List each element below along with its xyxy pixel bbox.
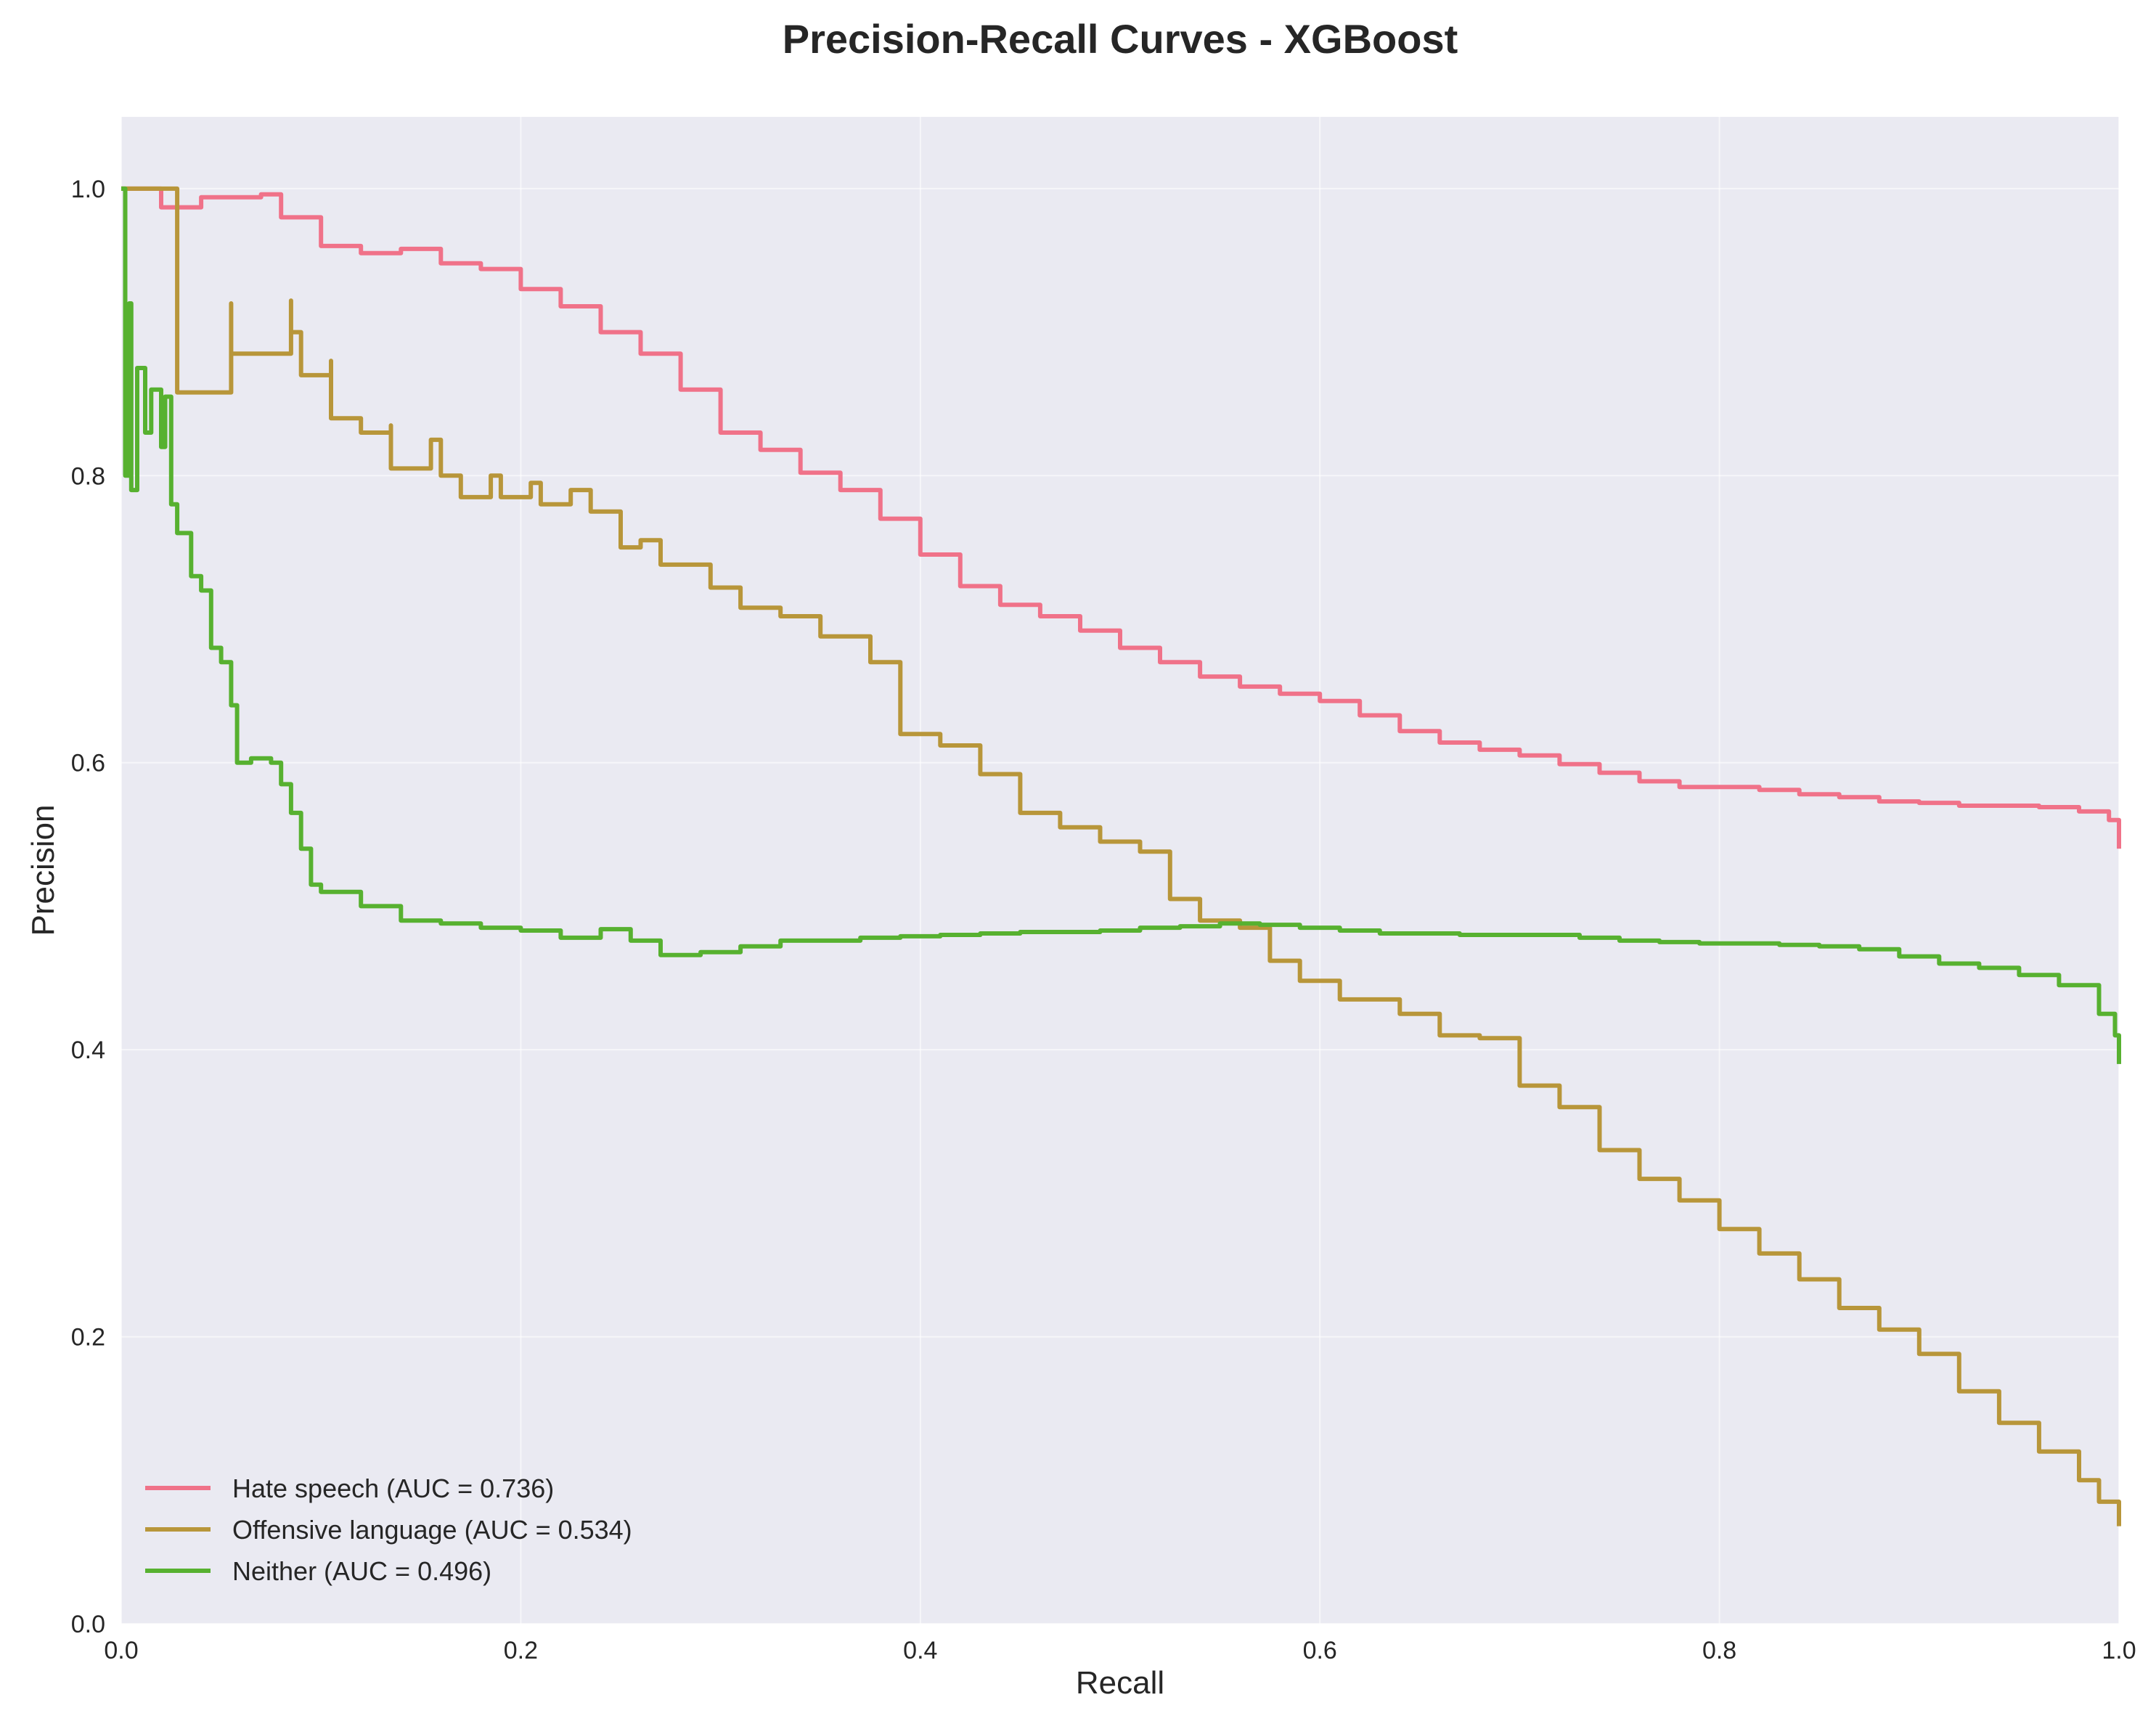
series-line-0 xyxy=(121,186,2121,849)
y-tick-labels: 0.0 0.2 0.4 0.6 0.8 1.0 xyxy=(71,176,105,1638)
legend-label: Hate speech (AUC = 0.736) xyxy=(232,1473,554,1503)
y-tick-label: 0.4 xyxy=(71,1037,105,1064)
x-axis-label: Recall xyxy=(1076,1665,1164,1701)
series-line-2 xyxy=(121,186,2121,1064)
x-tick-label: 0.0 xyxy=(104,1637,138,1664)
plot-area xyxy=(121,117,2119,1624)
chart-title: Precision-Recall Curves - XGBoost xyxy=(783,16,1458,62)
series-line-1 xyxy=(121,186,2121,1526)
y-tick-label: 1.0 xyxy=(71,176,105,203)
x-tick-label: 0.2 xyxy=(504,1637,538,1664)
y-tick-label: 0.8 xyxy=(71,462,105,490)
x-tick-label: 0.8 xyxy=(1702,1637,1736,1664)
curve-layer xyxy=(121,186,2121,1526)
y-axis-label: Precision xyxy=(25,805,61,936)
x-tick-label: 0.6 xyxy=(1303,1637,1337,1664)
legend-label: Neither (AUC = 0.496) xyxy=(232,1556,491,1586)
x-tick-label: 0.4 xyxy=(903,1637,937,1664)
x-tick-labels: 0.0 0.2 0.4 0.6 0.8 1.0 xyxy=(104,1637,2136,1664)
y-tick-label: 0.2 xyxy=(71,1324,105,1352)
y-tick-label: 0.6 xyxy=(71,750,105,777)
y-tick-label: 0.0 xyxy=(71,1611,105,1638)
x-tick-label: 1.0 xyxy=(2102,1637,2136,1664)
legend: Hate speech (AUC = 0.736) Offensive langu… xyxy=(145,1473,632,1586)
legend-label: Offensive language (AUC = 0.534) xyxy=(232,1515,632,1545)
